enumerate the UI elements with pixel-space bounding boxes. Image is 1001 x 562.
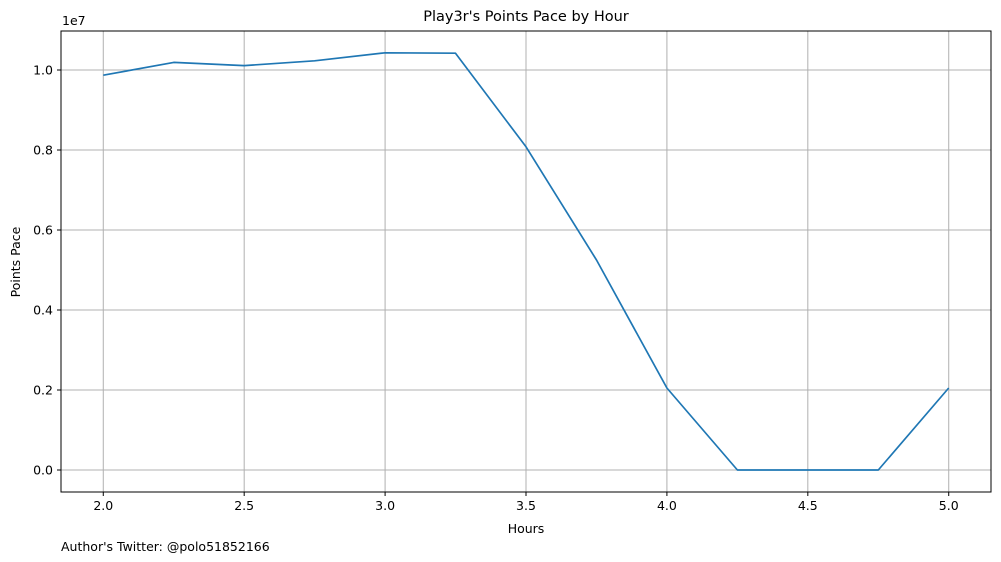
x-tick-label: 5.0 — [939, 498, 959, 513]
y-offset-label: 1e7 — [62, 13, 86, 28]
x-tick-label: 2.5 — [234, 498, 254, 513]
x-tick-label: 3.5 — [516, 498, 536, 513]
y-axis-label: Points Pace — [8, 226, 23, 297]
x-tick-label: 2.0 — [93, 498, 113, 513]
x-tick-label: 3.0 — [375, 498, 395, 513]
x-axis-label: Hours — [508, 521, 545, 536]
y-tick-label: 0.0 — [33, 463, 53, 478]
author-credit: Author's Twitter: @polo51852166 — [61, 539, 270, 554]
x-tick-label: 4.0 — [657, 498, 677, 513]
y-tick-label: 1.0 — [33, 63, 53, 78]
y-tick-label: 0.8 — [33, 143, 53, 158]
x-tick-label: 4.5 — [798, 498, 818, 513]
grid — [61, 31, 991, 492]
series-layer — [103, 51, 950, 471]
y-tick-label: 0.4 — [33, 303, 53, 318]
y-tick-label: 0.6 — [33, 223, 53, 238]
ticks: 2.0 2.5 3.0 3.5 4.0 4.5 5.0 0.0 0.2 0.4 0.6 0.8 1.0 — [33, 63, 959, 514]
y-tick-label: 0.2 — [33, 383, 53, 398]
chart-title: Play3r's Points Pace by Hour — [423, 9, 629, 25]
series-line — [103, 51, 950, 471]
